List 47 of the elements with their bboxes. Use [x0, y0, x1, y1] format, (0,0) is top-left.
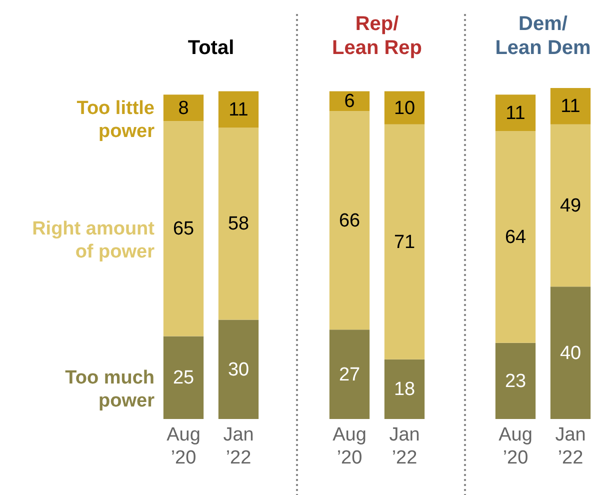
bar: [218, 320, 259, 419]
bar: [218, 128, 259, 320]
bar: [329, 111, 370, 330]
chart-title: Total: [188, 37, 234, 59]
data-label: 8: [178, 98, 189, 119]
data-label: 65: [172, 218, 194, 240]
series-label: Too much power: [65, 368, 156, 412]
bar: [495, 342, 536, 419]
bar: [550, 286, 591, 419]
data-label: 49: [560, 196, 582, 217]
data-label: 25: [172, 368, 194, 389]
bar: [550, 124, 591, 287]
bar: [329, 330, 370, 419]
bar: [384, 124, 425, 360]
data-label: 18: [394, 379, 416, 400]
bar: [218, 91, 259, 128]
chart-title: Rep/ Lean Rep: [332, 13, 422, 59]
data-label: 71: [394, 232, 416, 253]
data-label: 64: [504, 226, 526, 248]
series-label: Too little power: [76, 98, 156, 142]
bar: [495, 131, 536, 343]
bar: [163, 94, 204, 122]
data-label: 27: [338, 364, 360, 386]
data-label: 23: [504, 370, 526, 392]
data-label: 6: [344, 91, 355, 112]
data-label: 11: [228, 100, 248, 121]
bar: [384, 91, 425, 124]
bar: [384, 359, 425, 419]
x-tick-label: Jan ’22: [555, 424, 586, 468]
data-label: 11: [560, 96, 580, 118]
bar: [163, 121, 204, 336]
bar: [495, 94, 536, 132]
chart-title: Dem/ Lean Dem: [495, 13, 591, 59]
data-label: 10: [394, 98, 416, 119]
data-label: 40: [560, 342, 582, 364]
bar: [550, 88, 591, 124]
x-tick-label: Aug ’20: [166, 424, 200, 468]
series-label: Right amount of power: [32, 218, 156, 263]
x-tick-label: Jan ’22: [389, 424, 420, 468]
data-label: 58: [228, 214, 250, 235]
x-tick-label: Jan ’22: [223, 424, 254, 468]
bar: [163, 336, 204, 419]
data-label: 30: [228, 359, 250, 380]
data-label: 11: [506, 102, 526, 124]
x-tick-label: Aug ’20: [498, 424, 532, 468]
x-tick-label: Aug ’20: [332, 424, 366, 468]
data-label: 66: [338, 210, 360, 232]
